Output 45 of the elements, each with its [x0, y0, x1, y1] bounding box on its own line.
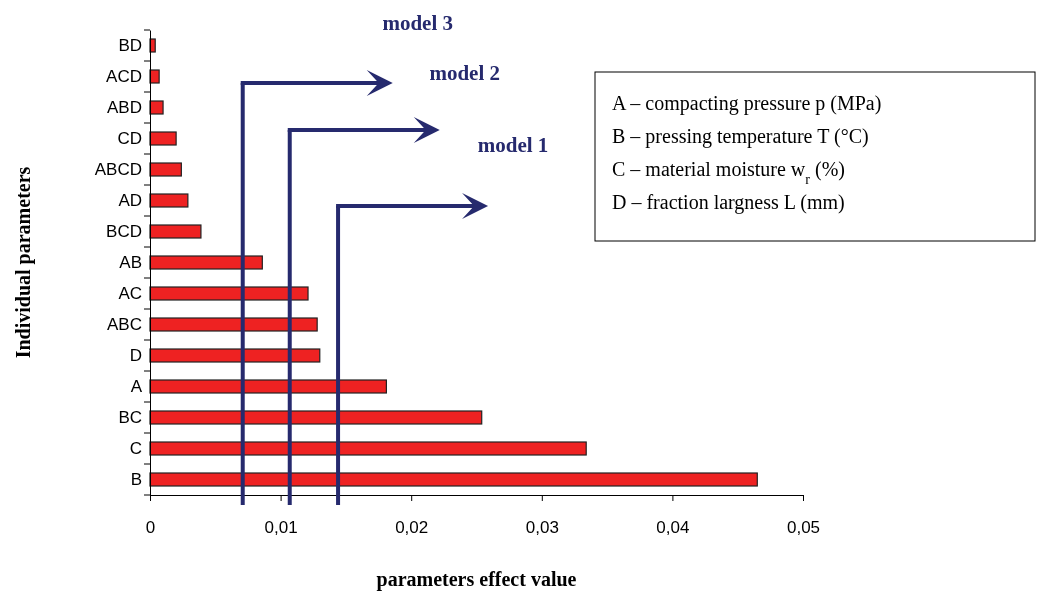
bar [149, 379, 387, 394]
y-tick-label: ABCD [94, 159, 142, 179]
x-tick-label: 0,01 [264, 518, 298, 538]
bar [149, 131, 177, 146]
y-tick-label: BD [118, 35, 142, 55]
y-tick-label: AB [119, 252, 142, 272]
ref-line-label: model 1 [477, 133, 549, 157]
x-axis-title: parameters effect value [376, 568, 577, 591]
y-tick-label: BC [118, 407, 142, 427]
bar [149, 224, 202, 239]
annotation: D – fraction largness L (mm) [612, 191, 845, 214]
bar [149, 193, 189, 208]
annotation: C – material moisture w$_{r}$ (%) [612, 158, 845, 187]
y-tick-label: A [130, 376, 143, 396]
y-tick-label: CD [117, 128, 142, 148]
bar [149, 286, 309, 301]
bar [149, 162, 182, 177]
bar [149, 410, 483, 425]
bar [149, 255, 263, 270]
y-tick-label: AC [118, 283, 142, 303]
y-tick-label: B [130, 469, 142, 489]
y-tick-label: BCD [106, 221, 142, 241]
y-tick-label: ACD [106, 66, 142, 86]
x-tick-label: 0 [145, 518, 156, 538]
bar [149, 100, 164, 115]
x-tick-label: 0,04 [656, 518, 690, 538]
y-tick-label: AD [118, 190, 142, 210]
y-tick-label: D [129, 345, 142, 365]
bar [149, 472, 758, 487]
ref-line-label: model 3 [382, 11, 454, 35]
y-tick-label: C [129, 438, 142, 458]
bar [149, 317, 318, 332]
bar [149, 38, 156, 53]
annotation: A – compacting pressure p (MPa) [612, 92, 882, 115]
y-tick-label: ABC [107, 314, 142, 334]
bar [149, 348, 321, 363]
x-tick-label: 0,02 [395, 518, 429, 538]
x-tick-label: 0,05 [786, 518, 821, 538]
y-tick-label: ABD [107, 97, 142, 117]
annotation: B – pressing temperature T (°C) [612, 125, 869, 148]
legend-label: model 2 [429, 61, 501, 85]
bar [149, 441, 587, 456]
bar [149, 69, 160, 84]
x-tick-label: 0,03 [525, 518, 559, 538]
y-axis-title: Individual parameters [12, 166, 35, 359]
